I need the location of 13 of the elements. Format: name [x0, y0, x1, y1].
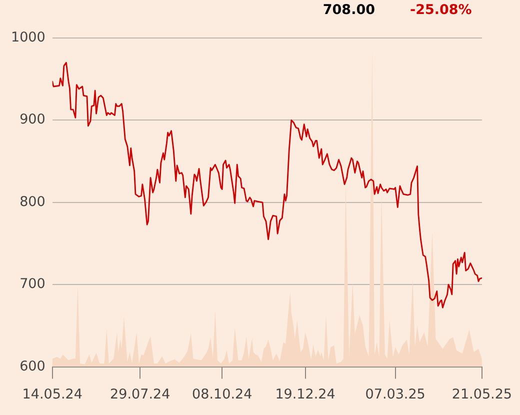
- x-tick-label: 29.07.24: [110, 386, 170, 402]
- y-tick-label: 1000: [10, 30, 46, 46]
- y-tick-label: 700: [20, 276, 46, 292]
- x-tick-label: 19.12.24: [275, 386, 336, 402]
- x-tick-label: 07.03.25: [365, 386, 426, 402]
- y-tick-label: 800: [20, 194, 46, 210]
- y-tick-label: 600: [20, 358, 46, 374]
- x-tick-label: 21.05.25: [452, 386, 512, 402]
- text: -25.08%: [410, 2, 472, 19]
- x-tick-label: 14.05.24: [22, 386, 82, 402]
- y-tick-label: 900: [20, 112, 46, 128]
- text: 708.00: [322, 2, 375, 19]
- x-tick-label: 08.10.24: [192, 386, 252, 402]
